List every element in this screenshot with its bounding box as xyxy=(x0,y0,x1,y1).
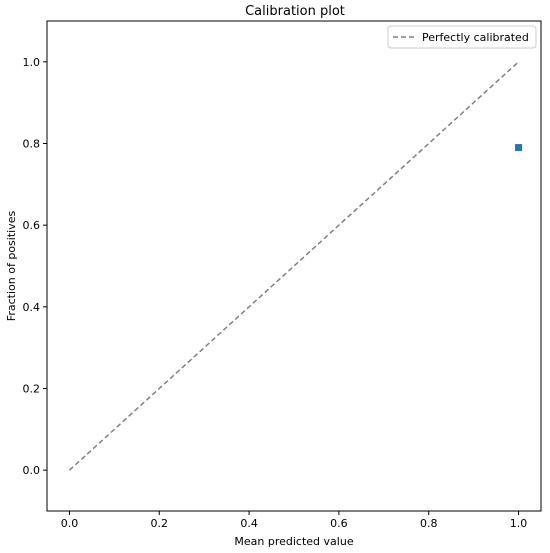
y-tick-label: 0.6 xyxy=(23,219,41,232)
series-line-perfectly-calibrated xyxy=(68,61,520,471)
legend: Perfectly calibrated xyxy=(387,25,537,49)
legend-box xyxy=(387,25,537,49)
y-tick-label: 0.4 xyxy=(23,301,41,314)
y-tick-label: 0.0 xyxy=(23,464,41,477)
y-tick-label: 0.2 xyxy=(23,383,41,396)
x-tick-label: 0.4 xyxy=(240,517,258,530)
plot-frame xyxy=(46,20,542,512)
legend-label-perfectly-calibrated: Perfectly calibrated xyxy=(422,31,529,44)
data-point-marker xyxy=(515,144,523,152)
x-tick-label: 0.2 xyxy=(151,517,169,530)
x-tick-label: 1.0 xyxy=(510,517,528,530)
chart-title: Calibration plot xyxy=(245,4,345,19)
x-tick-label: 0.0 xyxy=(61,517,79,530)
y-tick-label: 0.8 xyxy=(23,138,41,151)
axis-ticks: 0.0 0.2 0.4 0.6 0.8 1.0 0.0 0.2 0.4 0.6 0.8 1.0 xyxy=(23,56,528,530)
x-tick-label: 0.8 xyxy=(420,517,438,530)
y-tick-label: 1.0 xyxy=(23,56,41,69)
plot-area xyxy=(68,61,523,471)
x-axis-label: Mean predicted value xyxy=(234,535,353,548)
y-axis-label: Fraction of positives xyxy=(5,211,18,322)
x-tick-label: 0.6 xyxy=(330,517,348,530)
